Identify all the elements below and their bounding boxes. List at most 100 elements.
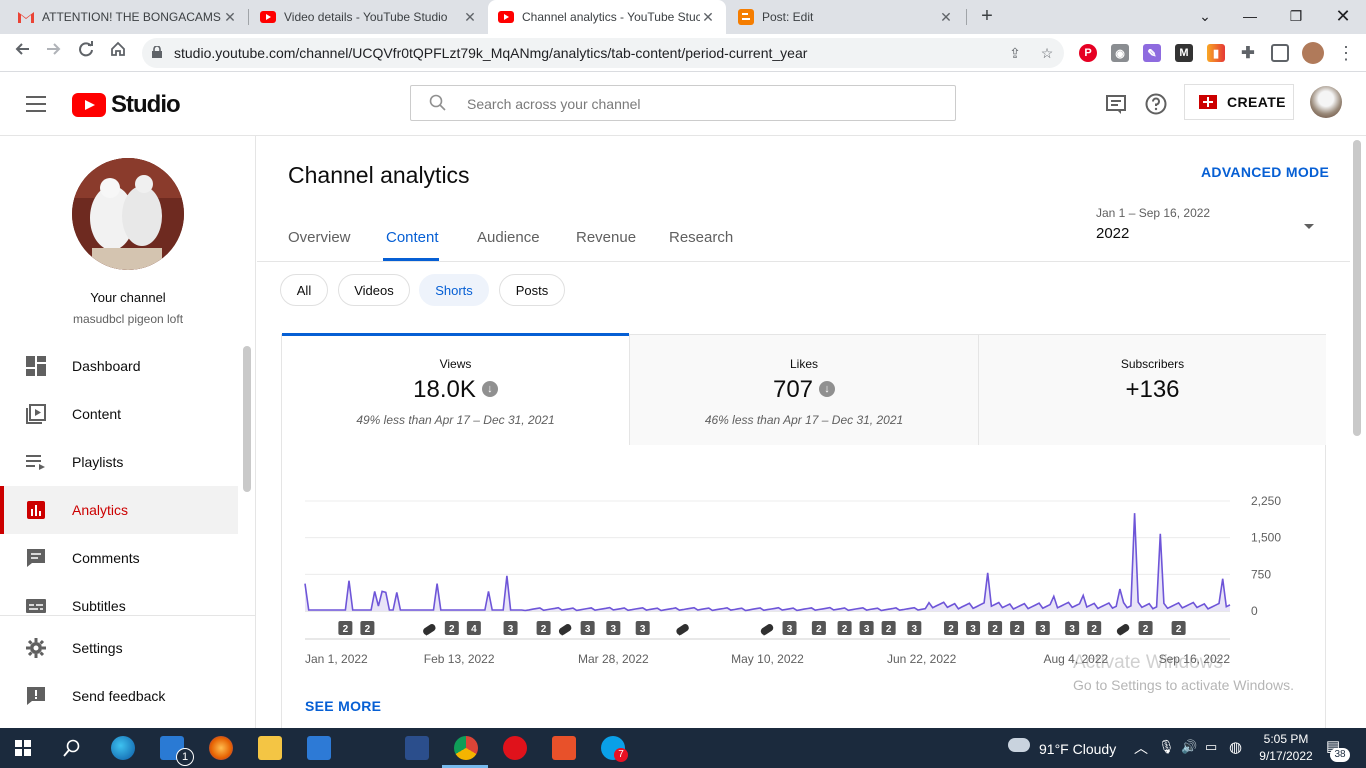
analytics-icon — [27, 501, 45, 519]
search-box[interactable]: Search across your channel — [410, 85, 956, 121]
account-avatar[interactable] — [1310, 86, 1342, 118]
metric-views[interactable]: Views 18.0K ↓ 49% less than Apr 17 – Dec … — [282, 333, 629, 445]
upload-marker — [503, 621, 518, 635]
cloudy-weather-icon[interactable] — [1008, 738, 1030, 752]
messages-icon[interactable] — [1104, 92, 1128, 116]
studio-header: Studio Search across your channel CREATE — [0, 72, 1366, 136]
clock-time[interactable]: 5:05 PM — [1263, 732, 1309, 746]
tab-revenue[interactable]: Revenue — [576, 229, 637, 246]
network-globe-icon[interactable]: ◍ — [1229, 739, 1243, 756]
x-tick-label: May 10, 2022 — [731, 652, 804, 666]
windows-start-icon[interactable] — [15, 740, 31, 756]
browser-menu-icon[interactable]: ⋮ — [1337, 43, 1355, 63]
sidebar-item-analytics[interactable]: Analytics — [0, 486, 238, 534]
m-extension-icon[interactable]: M — [1175, 44, 1193, 62]
extensions-puzzle-icon[interactable]: ✚ — [1241, 45, 1255, 62]
share-icon[interactable]: ⇪ — [1009, 45, 1021, 61]
date-period[interactable]: 2022 — [1096, 225, 1130, 242]
speaker-icon[interactable]: 🔊 — [1181, 739, 1198, 754]
camera-extension-icon[interactable]: ◉ — [1111, 44, 1129, 62]
close-tab-icon[interactable]: ✕ — [702, 8, 714, 25]
shorts-marker-icon — [760, 624, 774, 636]
video-editor-icon[interactable] — [405, 736, 429, 760]
chart-extension-icon[interactable]: ▮ — [1207, 44, 1225, 62]
tab-search-icon[interactable]: ⌄ — [1199, 8, 1211, 24]
upload-marker — [466, 621, 481, 635]
tab-audience[interactable]: Audience — [477, 229, 540, 246]
sidebar-item-dashboard[interactable]: Dashboard — [0, 342, 238, 390]
date-range[interactable]: Jan 1 – Sep 16, 2022 — [1096, 206, 1211, 220]
see-more-button[interactable]: SEE MORE — [305, 698, 382, 714]
chip-shorts[interactable]: Shorts — [419, 274, 489, 306]
reload-icon[interactable] — [74, 41, 98, 65]
profile-avatar[interactable] — [1302, 42, 1324, 64]
sidebar-item-subtitles[interactable]: Subtitles — [0, 582, 238, 630]
metric-subscribers[interactable]: Subscribers +136 — [979, 335, 1326, 445]
microphone-icon[interactable]: 🎙 — [1158, 739, 1175, 754]
browser-tab-channel-analytics[interactable]: Channel analytics - YouTube Stuc ✕ — [488, 0, 726, 34]
tab-overview[interactable]: Overview — [288, 229, 351, 246]
browser-tab-video-details[interactable]: Video details - YouTube Studio ✕ — [250, 0, 488, 34]
create-button[interactable]: CREATE — [1184, 84, 1294, 120]
studio-logo[interactable]: Studio — [72, 91, 181, 119]
search-icon[interactable] — [63, 739, 81, 757]
sidebar-item-playlists[interactable]: Playlists — [0, 438, 238, 486]
restore-icon[interactable]: ❐ — [1289, 8, 1303, 24]
main-scrollbar[interactable] — [1353, 140, 1361, 436]
office-icon[interactable] — [552, 736, 576, 760]
advanced-mode-button[interactable]: ADVANCED MODE — [1201, 164, 1330, 180]
chrome-icon[interactable] — [454, 736, 478, 760]
chevron-down-icon[interactable] — [1304, 224, 1314, 229]
browser-tab-post-edit[interactable]: Post: Edit ✕ — [728, 0, 964, 34]
bookmark-star-icon[interactable]: ☆ — [1040, 45, 1054, 61]
youtube-icon — [260, 9, 276, 25]
opera-icon[interactable] — [503, 736, 527, 760]
back-icon[interactable] — [10, 41, 34, 65]
battery-icon[interactable]: ▭ — [1205, 739, 1218, 754]
sidebar-item-label: Settings — [72, 640, 123, 656]
pinterest-icon[interactable]: P — [1079, 44, 1097, 62]
sidebar-scrollbar[interactable] — [243, 346, 251, 492]
metric-title: Views — [439, 357, 472, 371]
close-window-icon[interactable]: ✕ — [1335, 6, 1351, 26]
home-icon[interactable] — [106, 41, 130, 65]
minimize-icon[interactable]: — — [1243, 8, 1257, 24]
new-tab-icon[interactable]: + — [981, 5, 993, 27]
chip-posts[interactable]: Posts — [499, 274, 565, 306]
sidebar-item-send-feedback[interactable]: Send feedback — [0, 672, 238, 720]
y-tick-label: 1,500 — [1251, 531, 1281, 545]
metric-likes[interactable]: Likes 707 ↓ 46% less than Apr 17 – Dec 31… — [630, 335, 978, 445]
menu-icon[interactable] — [26, 96, 46, 112]
chip-all[interactable]: All — [280, 274, 328, 306]
upload-marker-count: 2 — [1014, 624, 1020, 635]
upload-marker — [1065, 621, 1080, 635]
sidebar-item-content[interactable]: Content — [0, 390, 238, 438]
sidebar-item-settings[interactable]: Settings — [0, 624, 238, 672]
views-line-chart[interactable]: 0 750 1,500 2,250 2 2 2 4 3 2 3 3 3 3 2 2 3 2 3 2 3 2 2 3 3 2 2 2 Ja… — [257, 136, 1350, 676]
upload-marker-count: 3 — [611, 624, 617, 635]
edge-icon[interactable] — [111, 736, 135, 760]
close-tab-icon[interactable]: ✕ — [464, 8, 476, 25]
forward-icon[interactable] — [42, 41, 66, 65]
store-icon[interactable] — [307, 736, 331, 760]
browser-tab-gmail[interactable]: ATTENTION! THE BONGACAMS.C ✕ — [8, 0, 248, 34]
chevron-up-icon[interactable]: ︿ — [1134, 740, 1148, 756]
clock-date[interactable]: 9/17/2022 — [1259, 749, 1313, 763]
tab-content[interactable]: Content — [386, 229, 439, 246]
sidebar-item-comments[interactable]: Comments — [0, 534, 238, 582]
firefox-icon[interactable] — [209, 736, 233, 760]
close-tab-icon[interactable]: ✕ — [224, 8, 236, 25]
chip-videos[interactable]: Videos — [338, 274, 410, 306]
weather-text[interactable]: 91°F Cloudy — [1039, 741, 1117, 757]
side-panel-icon[interactable] — [1271, 44, 1289, 62]
help-icon[interactable] — [1144, 92, 1168, 116]
close-tab-icon[interactable]: ✕ — [940, 8, 952, 25]
tab-research[interactable]: Research — [669, 229, 734, 246]
upload-marker-count: 3 — [508, 624, 514, 635]
channel-avatar[interactable] — [72, 158, 184, 270]
address-bar[interactable]: studio.youtube.com/channel/UCQVfr0tQPFLz… — [142, 38, 1064, 68]
upload-marker — [1035, 621, 1050, 635]
file-explorer-icon[interactable] — [258, 736, 282, 760]
search-input[interactable]: Search across your channel — [467, 96, 641, 112]
pen-extension-icon[interactable]: ✎ — [1143, 44, 1161, 62]
